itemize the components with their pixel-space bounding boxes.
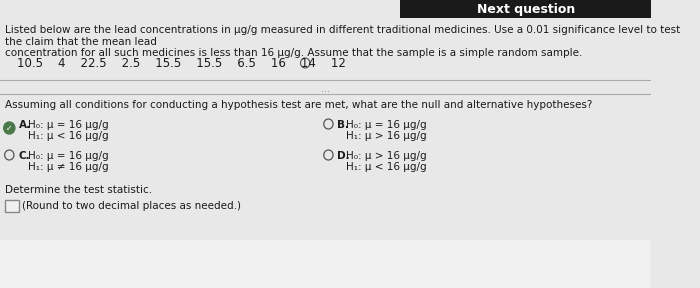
Text: H₁: μ > 16 μg/g: H₁: μ > 16 μg/g <box>346 131 427 141</box>
Text: H₀: μ > 16 μg/g: H₀: μ > 16 μg/g <box>346 151 427 161</box>
Text: H₁: μ < 16 μg/g: H₁: μ < 16 μg/g <box>346 162 427 172</box>
Text: B.: B. <box>337 120 349 130</box>
Text: Next question: Next question <box>477 3 575 16</box>
FancyBboxPatch shape <box>400 0 651 18</box>
Text: D.: D. <box>337 151 349 161</box>
Text: H₀: μ = 16 μg/g: H₀: μ = 16 μg/g <box>28 120 108 130</box>
Text: H₀: μ = 16 μg/g: H₀: μ = 16 μg/g <box>346 120 427 130</box>
Text: C.: C. <box>19 151 30 161</box>
Text: Listed below are the lead concentrations in μg/g measured in different tradition: Listed below are the lead concentrations… <box>5 25 680 58</box>
Text: A.: A. <box>19 120 31 130</box>
Text: ...: ... <box>321 84 330 94</box>
Text: Assuming all conditions for conducting a hypothesis test are met, what are the n: Assuming all conditions for conducting a… <box>5 100 592 110</box>
FancyBboxPatch shape <box>5 200 19 212</box>
Text: Determine the test statistic.: Determine the test statistic. <box>5 185 152 195</box>
Text: 10.5    4    22.5    2.5    15.5    15.5    6.5    16    14    12: 10.5 4 22.5 2.5 15.5 15.5 6.5 16 14 12 <box>17 57 346 70</box>
FancyBboxPatch shape <box>0 240 651 288</box>
Text: H₁: μ < 16 μg/g: H₁: μ < 16 μg/g <box>28 131 108 141</box>
Text: H₁: μ ≠ 16 μg/g: H₁: μ ≠ 16 μg/g <box>28 162 108 172</box>
Circle shape <box>4 122 15 134</box>
Text: H₀: μ = 16 μg/g: H₀: μ = 16 μg/g <box>28 151 108 161</box>
Text: ✓: ✓ <box>6 124 13 132</box>
Text: (Round to two decimal places as needed.): (Round to two decimal places as needed.) <box>22 201 241 211</box>
